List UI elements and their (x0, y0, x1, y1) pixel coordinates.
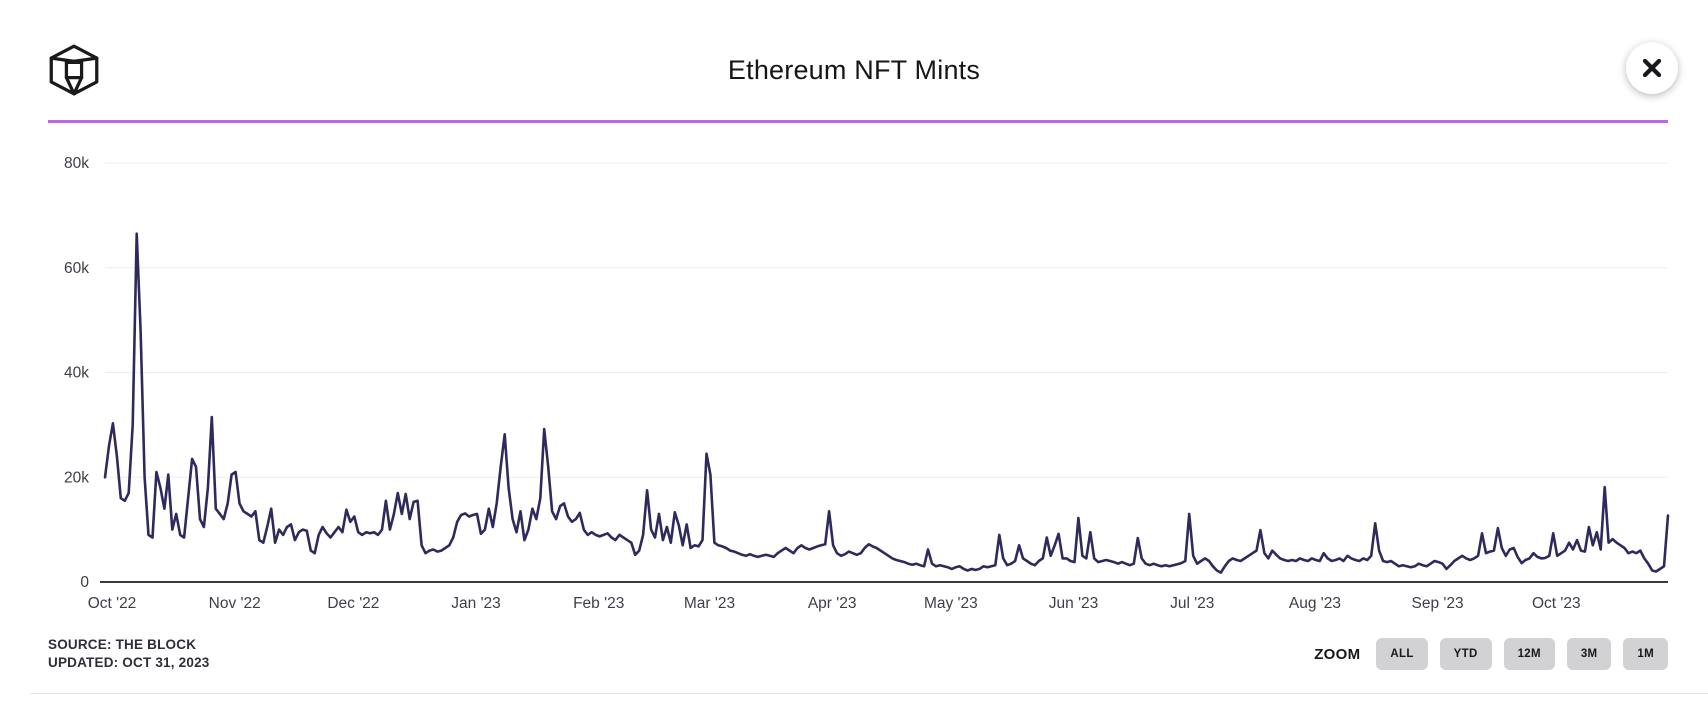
page-title: Ethereum NFT Mints (727, 55, 981, 85)
zoom-button-ytd[interactable]: YTD (1439, 638, 1492, 670)
zoom-button-all[interactable]: ALL (1376, 638, 1428, 670)
x-tick-label: Jan '23 (451, 595, 501, 612)
zoom-label: ZOOM (1314, 645, 1361, 663)
x-tick-label: Aug '23 (1289, 595, 1341, 612)
y-tick-label: 80k (64, 155, 89, 172)
updated-line: UPDATED: OCT 31, 2023 (48, 655, 210, 671)
nft-mints-series-line (103, 232, 1670, 574)
source-note: SOURCE: THE BLOCK UPDATED: OCT 31, 2023 (48, 636, 210, 672)
x-tick-label: Dec '22 (327, 595, 379, 612)
y-tick-label: 20k (64, 469, 89, 486)
zoom-controls: ZOOM ALL YTD 12M 3M 1M (1314, 638, 1668, 670)
y-tick-label: 0 (80, 574, 89, 591)
the-block-logo (48, 42, 100, 98)
zoom-button-1m[interactable]: 1M (1623, 638, 1668, 670)
source-line: SOURCE: THE BLOCK (48, 637, 197, 652)
close-icon (1642, 58, 1662, 78)
x-tick-label: May '23 (924, 595, 978, 612)
y-tick-label: 40k (64, 365, 89, 382)
zoom-button-group: ALL YTD 12M 3M 1M (1376, 638, 1668, 670)
the-block-cube-icon (49, 44, 99, 96)
x-tick-label: Apr '23 (808, 595, 857, 612)
x-tick-label: Sep '23 (1412, 595, 1464, 612)
x-tick-label: Jun '23 (1049, 595, 1099, 612)
x-tick-label: Mar '23 (684, 595, 735, 612)
zoom-button-3m[interactable]: 3M (1566, 638, 1612, 670)
x-tick-label: Oct '22 (88, 595, 137, 612)
x-tick-label: Nov '22 (209, 595, 261, 612)
close-button[interactable] (1626, 42, 1678, 94)
accent-divider (48, 120, 1668, 123)
zoom-button-12m[interactable]: 12M (1503, 638, 1555, 670)
x-tick-label: Feb '23 (573, 595, 624, 612)
x-tick-label: Jul '23 (1170, 595, 1214, 612)
bottom-divider (30, 693, 1708, 694)
x-tick-label: Oct '23 (1532, 595, 1581, 612)
y-tick-label: 60k (64, 260, 89, 277)
